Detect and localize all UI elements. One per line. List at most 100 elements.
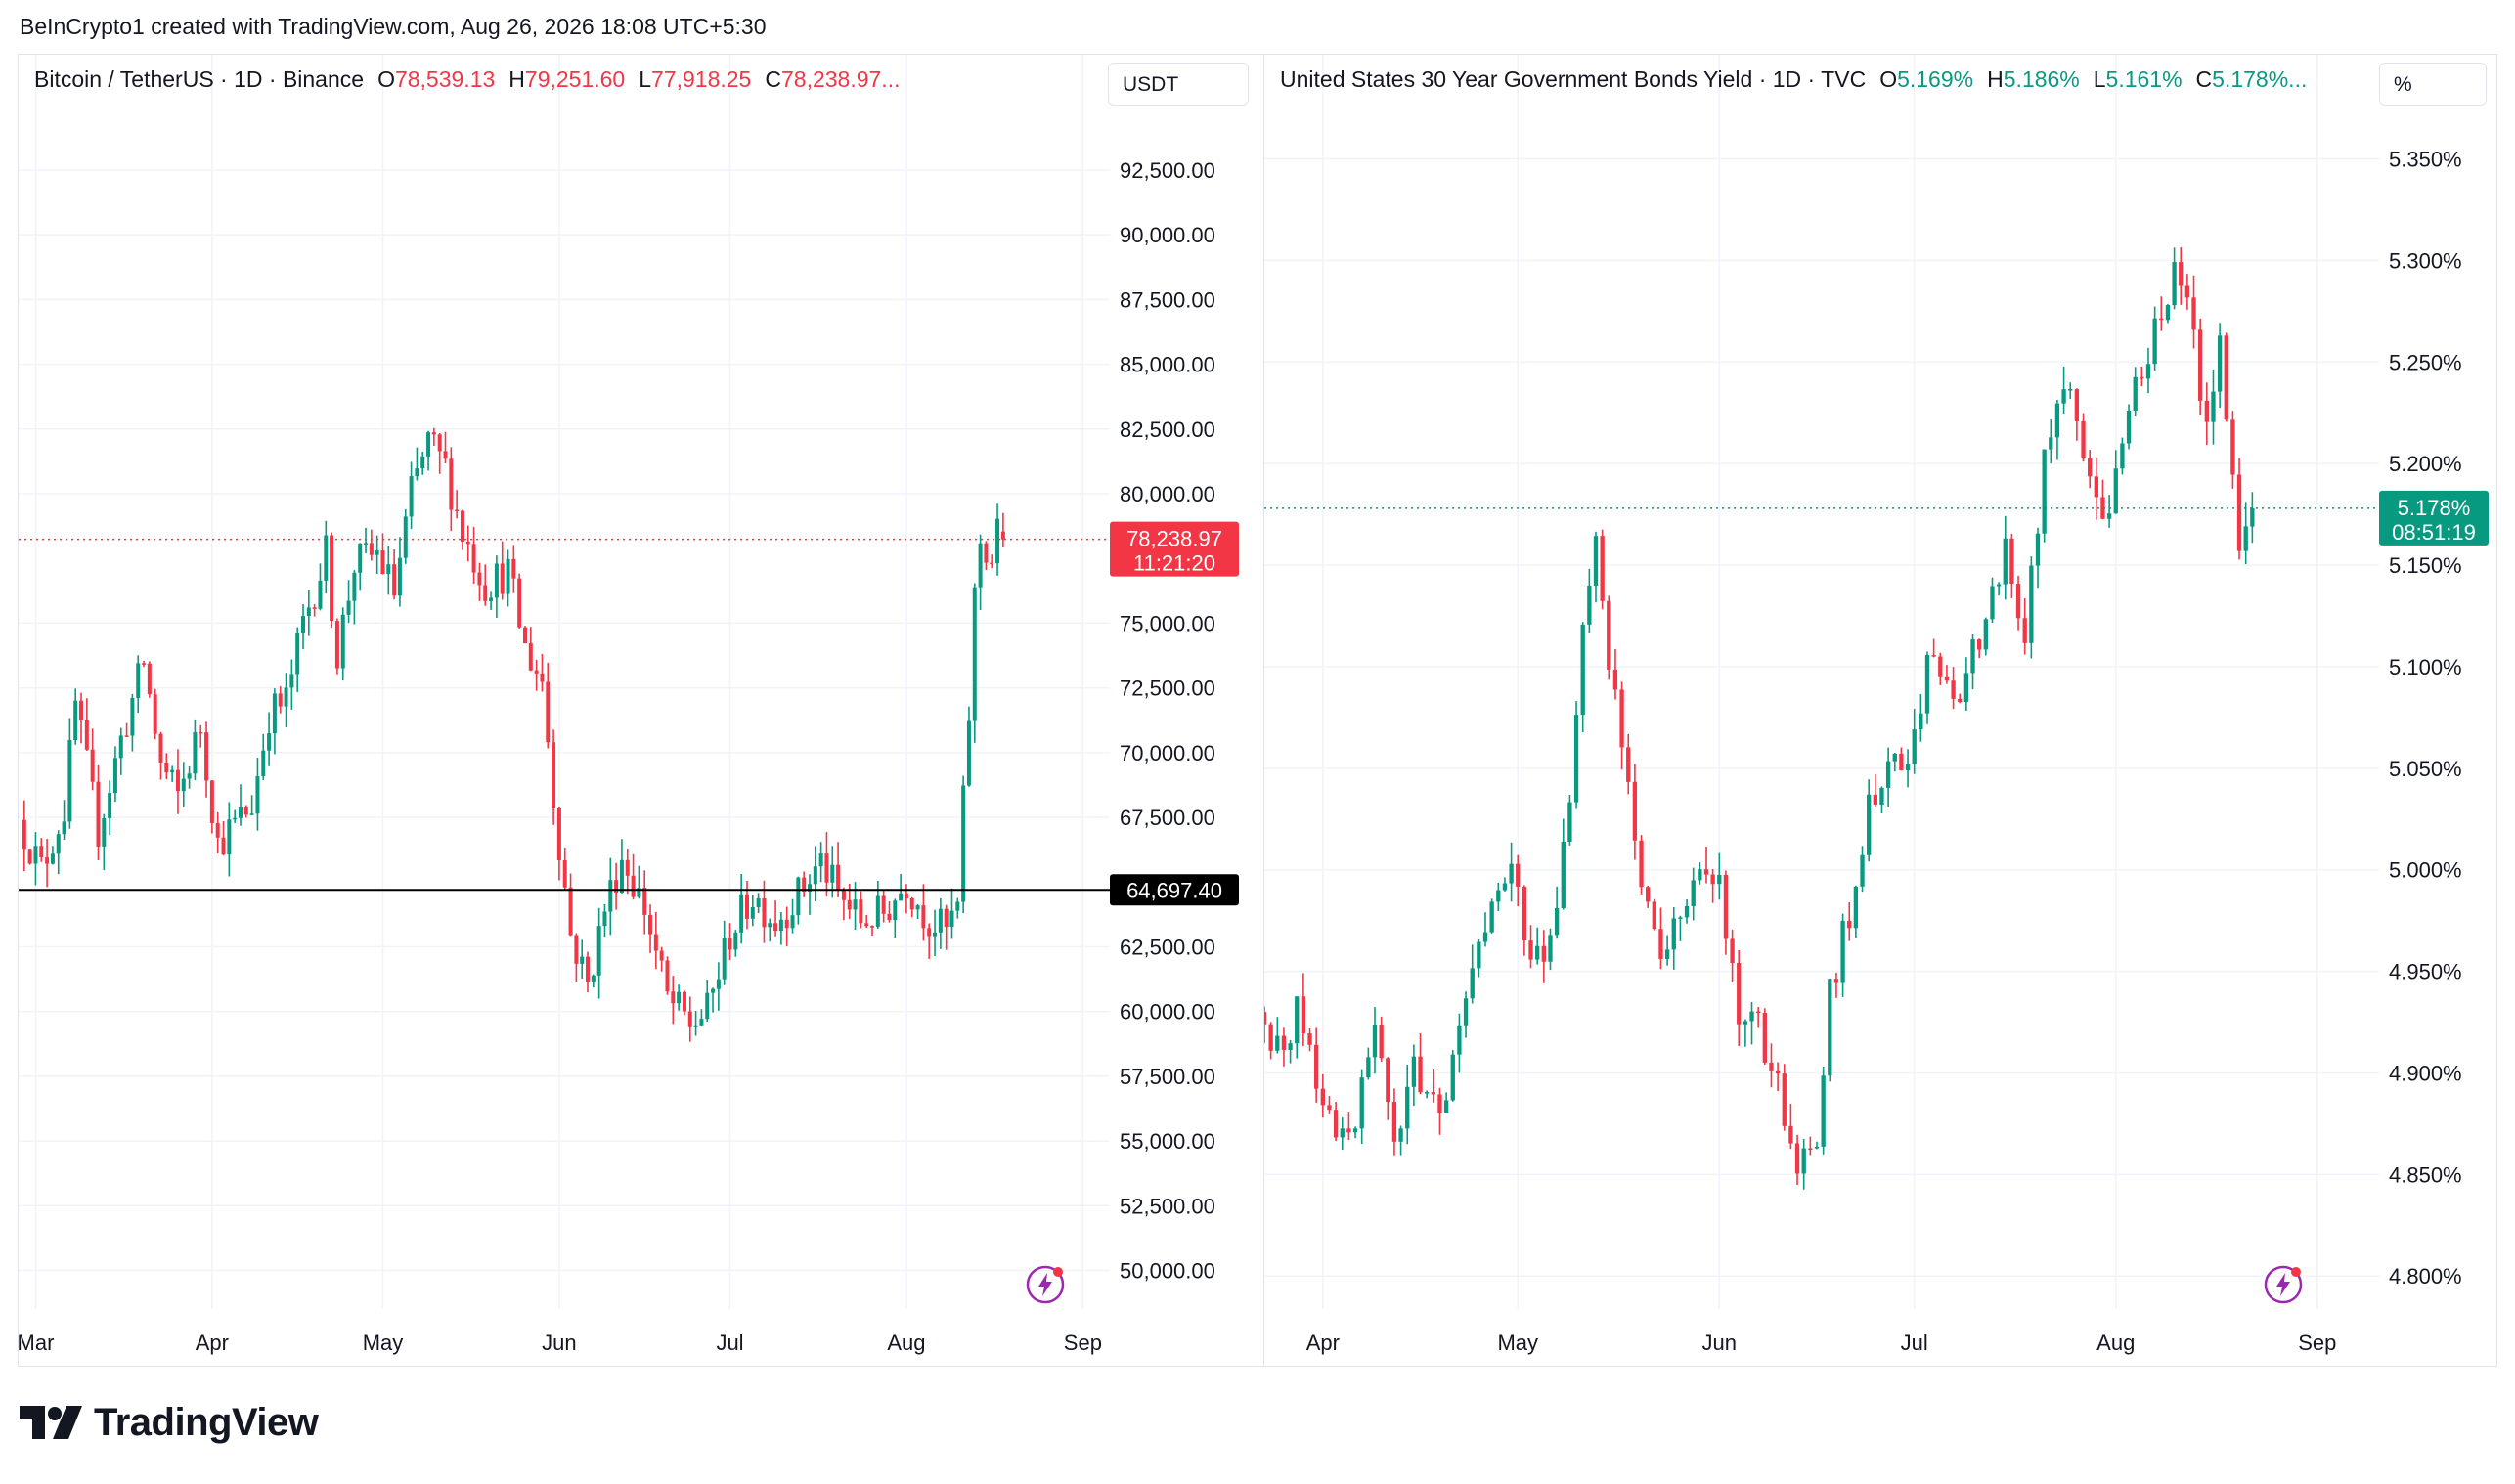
bond-chart-pane[interactable]: 5.350% 5.300% 5.250% 5.200% 5.150% 5.100% 5.05…: [1263, 54, 2497, 1367]
btc-candle-body: [733, 932, 738, 950]
btc-y-tick-label: 72,500.00: [1120, 677, 1215, 701]
btc-candle-body: [853, 899, 858, 910]
btc-low-value: 77,918.25: [651, 66, 752, 92]
btc-candle-body: [295, 632, 300, 675]
btc-candle-body: [556, 807, 561, 860]
btc-candle-body: [972, 587, 977, 721]
btc-candle-body: [506, 558, 510, 594]
bond-candle-body: [1281, 1035, 1287, 1050]
btc-candle-body: [437, 434, 442, 452]
bond-last-price-badge: [2379, 490, 2489, 546]
bond-candle-body: [1821, 1075, 1826, 1147]
btc-candle-body: [471, 544, 476, 573]
bond-candle-body: [1502, 883, 1508, 891]
bond-candle-body: [1489, 901, 1494, 933]
bond-candle-body: [2015, 584, 2021, 619]
btc-candle-body: [45, 857, 50, 864]
btc-candle-body: [358, 543, 363, 573]
bond-candle-body: [2211, 391, 2216, 422]
btc-candle-body: [312, 607, 317, 609]
btc-candle-body: [540, 673, 545, 682]
tradingview-logo[interactable]: TradingView: [20, 1398, 319, 1447]
bond-candle-body: [1431, 1092, 1435, 1095]
btc-candle-body: [648, 914, 653, 935]
bond-candle-body: [1470, 968, 1475, 999]
bond-candle-body: [1268, 1024, 1273, 1051]
bond-candle-body: [1879, 787, 1884, 805]
lightning-icon[interactable]: [2264, 1265, 2303, 1304]
support-line-label: 64,697.40: [1126, 878, 1222, 902]
btc-candle-body: [602, 911, 607, 927]
bond-candle-body: [1938, 656, 1943, 677]
btc-x-tick-label: Sep: [1064, 1331, 1102, 1355]
bond-candle-body: [1664, 949, 1670, 959]
bond-y-tick-label: 5.350%: [2389, 148, 2462, 172]
btc-currency-button[interactable]: USDT: [1108, 63, 1249, 106]
bond-candle-body: [1372, 1025, 1378, 1058]
btc-candle-body: [659, 950, 664, 961]
bond-candle-body: [2217, 335, 2223, 392]
bond-candle-body: [1847, 920, 1852, 929]
btc-candle-body: [938, 908, 943, 933]
btc-candle-body: [199, 731, 203, 734]
bond-candle-body: [1275, 1035, 1280, 1051]
bond-candle-body: [1658, 929, 1663, 959]
bond-candle-body: [1996, 584, 2002, 587]
bond-candle-body: [1892, 753, 1897, 762]
btc-candle-body: [27, 849, 32, 864]
btc-candle-body: [124, 735, 129, 737]
btc-candle-body: [978, 543, 983, 588]
btc-candle-body: [933, 932, 938, 937]
btc-candle-body: [899, 893, 904, 901]
bond-candle-body: [2133, 376, 2138, 411]
support-line-badge: [1110, 874, 1239, 906]
btc-candle-body: [449, 458, 454, 510]
bond-candle-body: [1730, 938, 1735, 963]
bond-candle-body: [1899, 753, 1904, 771]
bond-last-price-label: 5.178%: [2398, 496, 2471, 520]
bond-high-value: 5.186%: [2003, 66, 2080, 92]
btc-x-tick-label: May: [363, 1331, 404, 1355]
bond-unit-button[interactable]: %: [2379, 63, 2487, 106]
bond-x-tick-label: Aug: [2096, 1331, 2135, 1355]
btc-y-tick-label: 70,000.00: [1120, 741, 1215, 765]
bond-chart-canvas[interactable]: 5.350% 5.300% 5.250% 5.200% 5.150% 5.100% 5.05…: [1264, 55, 2498, 1368]
bond-candle-body: [1632, 781, 1638, 841]
btc-candle-body: [591, 975, 596, 982]
bond-candle-body: [1905, 764, 1911, 771]
btc-chart-canvas[interactable]: 92,500.00 90,000.00 87,500.00 85,000.00 82,5…: [19, 55, 1270, 1368]
bond-candle-body: [2042, 449, 2047, 534]
bond-candle-body: [1307, 1033, 1312, 1045]
btc-candle-body: [517, 578, 522, 628]
btc-candle-body: [142, 663, 147, 665]
bond-candle-body: [1580, 624, 1585, 716]
lightning-icon[interactable]: [1026, 1265, 1065, 1304]
bond-candle-body: [1639, 840, 1644, 888]
bond-y-tick-label: 4.850%: [2389, 1162, 2462, 1187]
btc-y-tick-label: 90,000.00: [1120, 223, 1215, 247]
bond-candle-body: [1352, 1128, 1358, 1133]
btc-candle-body: [272, 693, 277, 734]
btc-candle-body: [739, 894, 744, 933]
bond-candle-body: [1963, 673, 1969, 702]
bond-x-tick-label: Jun: [1702, 1331, 1737, 1355]
btc-chart-pane[interactable]: 92,500.00 90,000.00 87,500.00 85,000.00 82,5…: [18, 54, 1269, 1367]
btc-candle-body: [728, 938, 732, 950]
bond-candle-body: [1398, 1128, 1403, 1142]
btc-candle-body: [687, 1011, 692, 1027]
bond-candle-body: [1951, 680, 1956, 699]
btc-candle-body: [762, 898, 767, 928]
bond-y-tick-label: 5.150%: [2389, 553, 2462, 578]
btc-candle-body: [324, 535, 329, 581]
btc-candle-body: [443, 451, 448, 459]
bond-candle-body: [1775, 1070, 1781, 1074]
bond-candle-body: [2035, 533, 2041, 566]
btc-y-tick-label: 82,500.00: [1120, 417, 1215, 442]
bond-candle-body: [2159, 318, 2164, 321]
bond-candle-body: [2250, 507, 2255, 527]
btc-candle-body: [204, 732, 209, 781]
bond-candle-body: [1541, 945, 1546, 962]
btc-candle-body: [790, 915, 795, 929]
bond-y-tick-label: 5.000%: [2389, 858, 2462, 883]
btc-candle-body: [153, 694, 157, 734]
